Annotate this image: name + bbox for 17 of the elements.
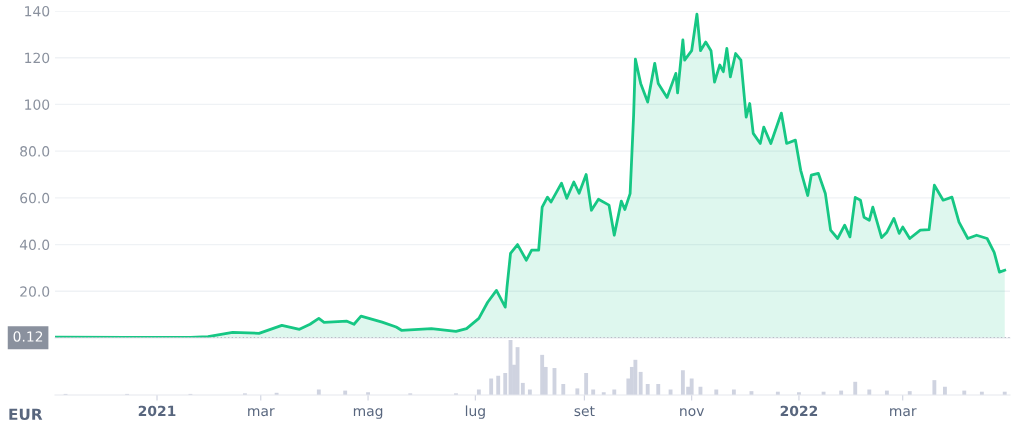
y-tick-label: 40.0 [19,239,50,251]
y-tick-label: 140 [25,5,50,17]
x-tick-label: set [574,406,595,417]
y-tick-label: 60.0 [20,192,50,204]
x-tick-label: mar [890,408,917,417]
x-tick-label: 2021 [138,405,176,417]
x-tick-label: 2022 [780,405,818,417]
x-tick-label: mar [248,408,275,417]
x-tick-label: mag [353,408,383,419]
text: EUR [9,408,43,421]
y-tick-label: 100 [25,99,50,110]
ref-line-label: 0.12 [13,331,43,342]
y-tick-label: 120 [25,52,50,64]
y-tick-label: 20.0 [20,286,50,297]
x-tick-label: nov [680,408,705,417]
x-tick-label: lug [465,405,485,419]
y-tick-label: 80.0 [20,146,50,157]
